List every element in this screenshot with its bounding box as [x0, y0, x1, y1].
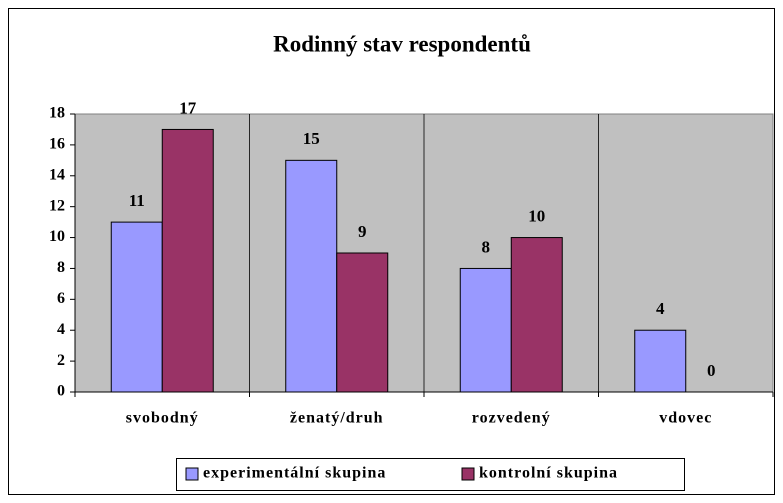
data-label: 4 [656, 299, 665, 318]
y-tick-label: 14 [49, 166, 65, 183]
y-tick-label: 0 [57, 383, 65, 400]
y-tick-label: 2 [57, 352, 65, 369]
legend-label: kontrolní skupina [479, 465, 618, 482]
y-tick-label: 18 [49, 105, 65, 122]
legend-swatch [185, 467, 199, 481]
bar [285, 159, 338, 393]
data-label: 10 [528, 206, 545, 225]
bar [510, 237, 563, 393]
y-tick-label: 10 [49, 228, 65, 245]
y-tick-label: 16 [49, 136, 65, 153]
x-tick-label: ženatý/druh [290, 410, 384, 427]
data-label: 0 [707, 361, 716, 380]
bar [161, 128, 214, 393]
y-tick-label: 6 [57, 290, 65, 307]
y-tick-label: 8 [57, 259, 65, 276]
data-label: 17 [179, 98, 197, 117]
data-label: 15 [303, 129, 320, 148]
data-label: 11 [129, 191, 145, 210]
data-label: 8 [482, 237, 491, 256]
bar [110, 221, 163, 393]
x-tick-label: vdovec [659, 410, 712, 427]
legend-swatch [461, 467, 475, 481]
x-tick-label: rozvedený [472, 410, 551, 427]
bar [459, 267, 512, 393]
bar [336, 252, 389, 393]
legend-label: experimentální skupina [203, 465, 386, 482]
bar [634, 329, 687, 393]
data-label: 9 [358, 222, 367, 241]
chart-title: Rodinný stav respondentů [273, 31, 531, 56]
y-tick-label: 12 [49, 197, 65, 214]
x-tick-label: svobodný [126, 410, 199, 427]
y-tick-label: 4 [57, 321, 65, 338]
legend-box [176, 458, 685, 491]
